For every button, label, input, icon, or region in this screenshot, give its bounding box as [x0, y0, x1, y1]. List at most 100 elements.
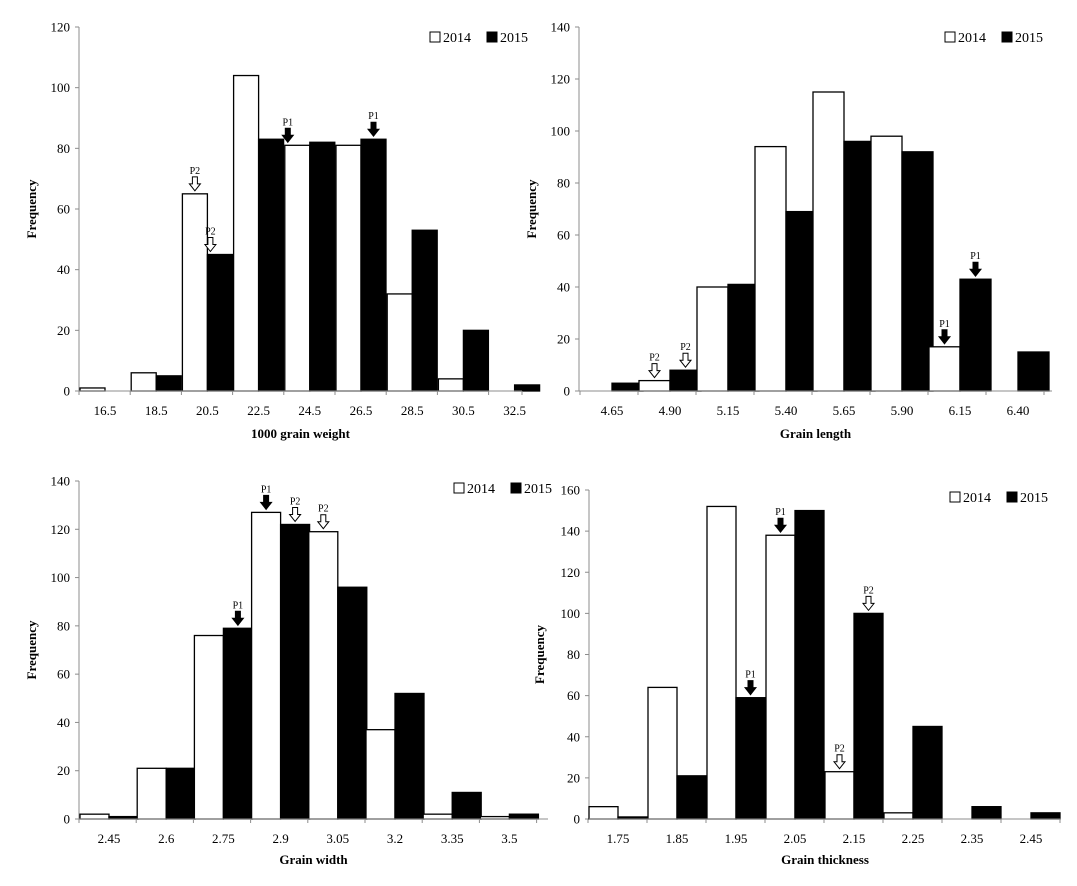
bar-2015-3.35: [451, 791, 482, 820]
marker-arrow-p1: [968, 261, 983, 278]
bar-2015-2.35: [971, 806, 1002, 820]
legend-swatch-2015: [486, 31, 498, 43]
x-tick-label: 5.15: [717, 403, 740, 418]
bar-2015-2.75: [222, 627, 254, 820]
bar-2014-18.5: [130, 372, 157, 392]
bar-2014-2.9: [250, 511, 282, 820]
x-tick-label: 5.90: [891, 403, 914, 418]
y-tick-label: 160: [561, 483, 581, 498]
marker-arrow-p1: [937, 329, 952, 345]
x-tick-label: 20.5: [196, 403, 219, 418]
x-tick-label: 32.5: [503, 403, 526, 418]
marker-label: P1: [368, 111, 379, 122]
marker-label: P2: [318, 504, 329, 515]
legend-label-2014: 2014: [467, 482, 495, 497]
x-axis-title: Grain thickness: [781, 852, 869, 867]
y-tick-label: 140: [51, 474, 71, 489]
x-tick-label: 4.90: [659, 403, 682, 418]
x-tick-label: 1.85: [666, 831, 689, 846]
bar-2015-2.9: [279, 523, 311, 820]
x-tick-label: 2.9: [272, 831, 288, 846]
x-tick-label: 30.5: [452, 403, 475, 418]
bar-2015-2.15: [853, 612, 884, 820]
bar-2014-3.35: [422, 813, 453, 820]
bar-2014-6.15: [928, 346, 961, 392]
x-tick-label: 5.40: [775, 403, 798, 418]
legend-swatch-2014: [944, 31, 956, 43]
y-tick-label: 80: [57, 141, 70, 156]
bar-2015-3.05: [337, 586, 368, 820]
marker-label: P1: [261, 484, 272, 495]
bar-2015-6.15: [959, 278, 992, 392]
marker-label: P1: [775, 507, 786, 518]
bar-2014-2.45: [79, 813, 110, 820]
y-tick-label: 140: [551, 20, 571, 35]
y-axis-title: Frequency: [532, 625, 547, 684]
marker-label: P2: [649, 353, 660, 364]
bar-2015-1.95: [735, 697, 766, 820]
marker-arrow-p1: [281, 127, 295, 144]
x-tick-label: 2.25: [902, 831, 925, 846]
legend-swatch-2015: [510, 482, 522, 494]
y-tick-label: 0: [64, 812, 71, 827]
y-tick-label: 100: [551, 124, 571, 139]
x-tick-label: 3.35: [441, 831, 464, 846]
y-tick-label: 20: [557, 332, 570, 347]
marker-label: P2: [863, 585, 874, 596]
bar-2014-2.25: [883, 812, 914, 820]
marker-arrow-p2: [647, 363, 662, 379]
x-tick-label: 3.2: [387, 831, 403, 846]
bar-2015-4.65: [611, 382, 644, 392]
x-tick-label: 22.5: [247, 403, 270, 418]
marker-arrow-p2: [188, 176, 202, 192]
marker-label: P1: [745, 670, 756, 681]
bar-2014-24.5: [284, 144, 311, 392]
marker-arrow-p2: [203, 237, 217, 253]
x-tick-label: 2.45: [98, 831, 121, 846]
y-tick-label: 40: [57, 715, 70, 730]
bar-2015-30.5: [462, 329, 490, 392]
y-tick-label: 120: [561, 565, 581, 580]
y-tick-label: 0: [574, 812, 581, 827]
bar-2014-4.90: [638, 379, 671, 392]
x-tick-label: 24.5: [298, 403, 321, 418]
legend-label-2015: 2015: [1015, 31, 1043, 46]
legend-swatch-2014: [453, 482, 465, 494]
y-tick-label: 80: [57, 618, 70, 633]
y-tick-label: 80: [557, 176, 570, 191]
marker-arrow-p1: [743, 680, 758, 696]
y-tick-label: 60: [57, 667, 70, 682]
bar-2015-5.90: [901, 151, 934, 392]
legend-label-2014: 2014: [443, 31, 471, 46]
x-tick-label: 2.45: [1020, 831, 1043, 846]
bar-2015-32.5: [513, 384, 541, 392]
x-tick-label: 3.5: [501, 831, 517, 846]
marker-arrow-p2: [678, 352, 693, 369]
x-tick-label: 18.5: [145, 403, 168, 418]
x-tick-label: 2.15: [843, 831, 866, 846]
legend-label-2015: 2015: [524, 482, 552, 497]
bar-2015-18.5: [155, 375, 182, 392]
bar-2015-4.90: [669, 369, 702, 392]
y-tick-label: 20: [57, 763, 70, 778]
x-tick-label: 1.95: [725, 831, 748, 846]
y-tick-label: 120: [551, 72, 571, 87]
bar-2014-20.5: [181, 193, 209, 392]
legend-label-2015: 2015: [1020, 491, 1048, 506]
bar-2014-5.65: [812, 91, 845, 392]
y-axis-title: Frequency: [24, 620, 39, 679]
bar-2014-28.5: [386, 293, 413, 392]
y-tick-label: 0: [64, 384, 71, 399]
x-tick-label: 2.75: [212, 831, 235, 846]
y-tick-label: 80: [567, 647, 580, 662]
marker-label: P1: [970, 251, 981, 262]
y-tick-label: 40: [557, 280, 570, 295]
bar-2015-3.5: [508, 813, 540, 820]
bar-2014-1.85: [647, 686, 678, 820]
legend-label-2014: 2014: [958, 31, 986, 46]
legend-label-2014: 2014: [963, 491, 991, 506]
bar-2014-5.15: [696, 286, 729, 392]
chart-panel-2: 0 20 40 60 80 100 120 140 4.65 4.90 5.15 5.40 5.65 5.…: [524, 20, 1052, 441]
marker-arrow-p2: [316, 514, 330, 530]
marker-arrow-p1: [231, 610, 245, 627]
